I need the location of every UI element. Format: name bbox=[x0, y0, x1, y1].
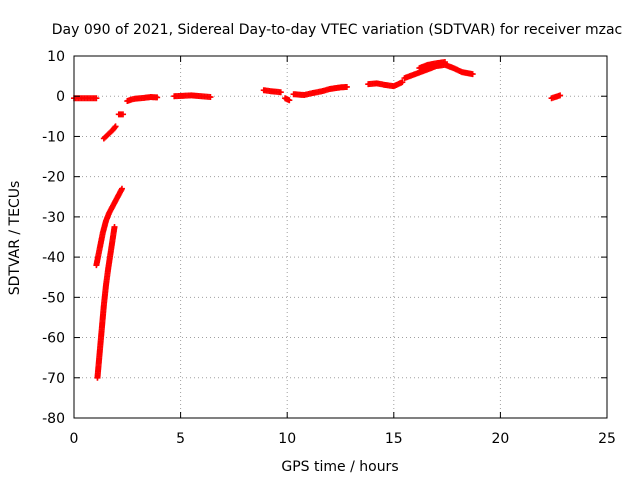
data-point bbox=[441, 59, 448, 66]
data-point bbox=[277, 89, 284, 96]
x-axis-label: GPS time / hours bbox=[281, 459, 398, 475]
plot-frame bbox=[73, 55, 608, 419]
axes-layer: 0 5 10 15 20 25 10 0 -10 -20 -30 -40 -50 -60 -70 -80 bbox=[42, 49, 616, 447]
y-tick-label: -60 bbox=[42, 331, 65, 347]
y-tick-label: -70 bbox=[42, 371, 65, 387]
grid-layer bbox=[74, 56, 607, 418]
y-tick-label: -50 bbox=[42, 290, 65, 306]
data-point bbox=[286, 97, 293, 104]
y-tick-label: 10 bbox=[47, 49, 65, 65]
x-tick-label: 5 bbox=[176, 431, 185, 447]
x-tick-label: 25 bbox=[598, 431, 616, 447]
data-point bbox=[93, 95, 100, 102]
data-segment bbox=[100, 123, 119, 142]
data-point bbox=[207, 94, 214, 101]
data-segment bbox=[171, 92, 214, 101]
y-tick-label: -10 bbox=[42, 129, 65, 145]
y-tick-label: 0 bbox=[56, 89, 65, 105]
data-segment bbox=[282, 95, 293, 104]
x-tick-label: 10 bbox=[278, 431, 296, 447]
x-tick-label: 20 bbox=[491, 431, 509, 447]
data-point bbox=[118, 185, 125, 192]
data-point bbox=[557, 92, 564, 99]
y-tick-label: -40 bbox=[42, 250, 65, 266]
data-segment bbox=[260, 87, 284, 96]
y-tick-label: -20 bbox=[42, 170, 65, 186]
data-segment bbox=[124, 94, 161, 105]
chart-title: Day 090 of 2021, Sidereal Day-to-day VTE… bbox=[52, 22, 622, 38]
x-tick-label: 15 bbox=[385, 431, 403, 447]
y-tick-label: -80 bbox=[42, 411, 65, 427]
data-segment bbox=[115, 111, 127, 118]
data-point bbox=[399, 79, 406, 86]
data-point bbox=[111, 223, 118, 230]
data-point bbox=[154, 94, 161, 101]
data-segment bbox=[365, 79, 406, 90]
marks-layer bbox=[71, 59, 564, 381]
x-tick-label: 0 bbox=[70, 431, 79, 447]
data-segment bbox=[548, 92, 564, 102]
y-tick-label: -30 bbox=[42, 210, 65, 226]
data-segment bbox=[94, 223, 118, 381]
data-segment bbox=[93, 185, 125, 269]
data-segment bbox=[290, 83, 350, 99]
data-point bbox=[343, 83, 350, 90]
y-axis-label: SDTVAR / TECUs bbox=[7, 181, 23, 296]
data-point bbox=[469, 71, 476, 78]
data-point bbox=[120, 111, 127, 118]
data-point bbox=[112, 123, 119, 130]
data-segment bbox=[416, 59, 448, 72]
